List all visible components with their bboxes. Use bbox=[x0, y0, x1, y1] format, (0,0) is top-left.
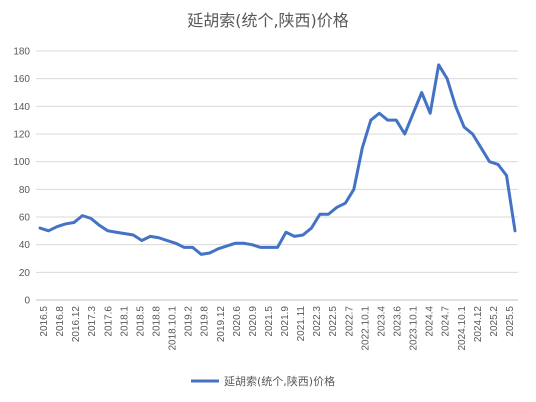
x-tick-label: 2024.7 bbox=[441, 306, 452, 337]
series-layer bbox=[38, 63, 517, 256]
y-tick-label: 140 bbox=[13, 102, 30, 113]
y-tick-label: 60 bbox=[19, 213, 31, 224]
series-line bbox=[38, 63, 517, 256]
x-tick-label: 2017.6 bbox=[103, 306, 114, 337]
x-tick-label: 2017.3 bbox=[87, 306, 98, 337]
x-tick-label: 2022.10.1 bbox=[360, 306, 371, 351]
y-axis-ticks: 0 20 40 60 80 100 120 140 160 180 bbox=[13, 47, 30, 307]
x-tick-label: 2023.4 bbox=[376, 306, 387, 337]
y-tick-label: 20 bbox=[19, 268, 31, 279]
legend: 延胡索(统个,陕西)价格 bbox=[191, 374, 335, 388]
x-tick-label: 2018.10.1 bbox=[168, 306, 179, 351]
y-tick-label: 40 bbox=[19, 240, 31, 251]
x-tick-label: 2020.6 bbox=[232, 306, 243, 337]
x-axis-ticks: 2016.5 2016.8 2016.12 2017.3 2017.6 2018.1 201… bbox=[39, 306, 516, 351]
x-tick-label: 2016.12 bbox=[71, 306, 82, 343]
x-tick-label: 2023.6 bbox=[393, 306, 404, 337]
x-tick-label: 2018.8 bbox=[152, 306, 163, 337]
x-tick-label: 2018.5 bbox=[135, 306, 146, 337]
x-tick-label: 2022.3 bbox=[312, 306, 323, 337]
x-tick-label: 2025.2 bbox=[489, 306, 500, 337]
x-tick-label: 2024.4 bbox=[425, 306, 436, 337]
gridlines bbox=[36, 50, 518, 273]
x-tick-label: 2021.9 bbox=[280, 306, 291, 337]
x-tick-label: 2019.2 bbox=[184, 306, 195, 337]
x-tick-label: 2025.5 bbox=[505, 306, 516, 337]
y-tick-label: 120 bbox=[13, 130, 30, 141]
x-tick-label: 2024.10.1 bbox=[457, 306, 468, 351]
y-tick-label: 0 bbox=[24, 296, 30, 307]
x-tick-label: 2021.5 bbox=[264, 306, 275, 337]
y-tick-label: 100 bbox=[13, 157, 30, 168]
y-tick-label: 160 bbox=[13, 74, 30, 85]
x-tick-label: 2021.11 bbox=[296, 306, 307, 342]
x-tick-label: 2023.10.1 bbox=[409, 306, 420, 351]
x-tick-label: 2019.12 bbox=[216, 306, 227, 343]
x-tick-label: 2019.8 bbox=[200, 306, 211, 337]
y-tick-label: 180 bbox=[13, 47, 30, 58]
x-tick-label: 2024.12 bbox=[473, 306, 484, 343]
x-tick-label: 2022.7 bbox=[344, 306, 355, 337]
x-tick-label: 2016.5 bbox=[39, 306, 50, 337]
x-tick-label: 2016.8 bbox=[55, 306, 66, 337]
y-tick-label: 80 bbox=[19, 185, 31, 196]
legend-label: 延胡索(统个,陕西)价格 bbox=[224, 374, 335, 388]
chart-title: 延胡索(统个,陕西)价格 bbox=[187, 11, 349, 30]
x-tick-label: 2018.1 bbox=[119, 306, 130, 337]
x-tick-label: 2020.9 bbox=[248, 306, 259, 337]
x-tick-label: 2022.5 bbox=[328, 306, 339, 337]
